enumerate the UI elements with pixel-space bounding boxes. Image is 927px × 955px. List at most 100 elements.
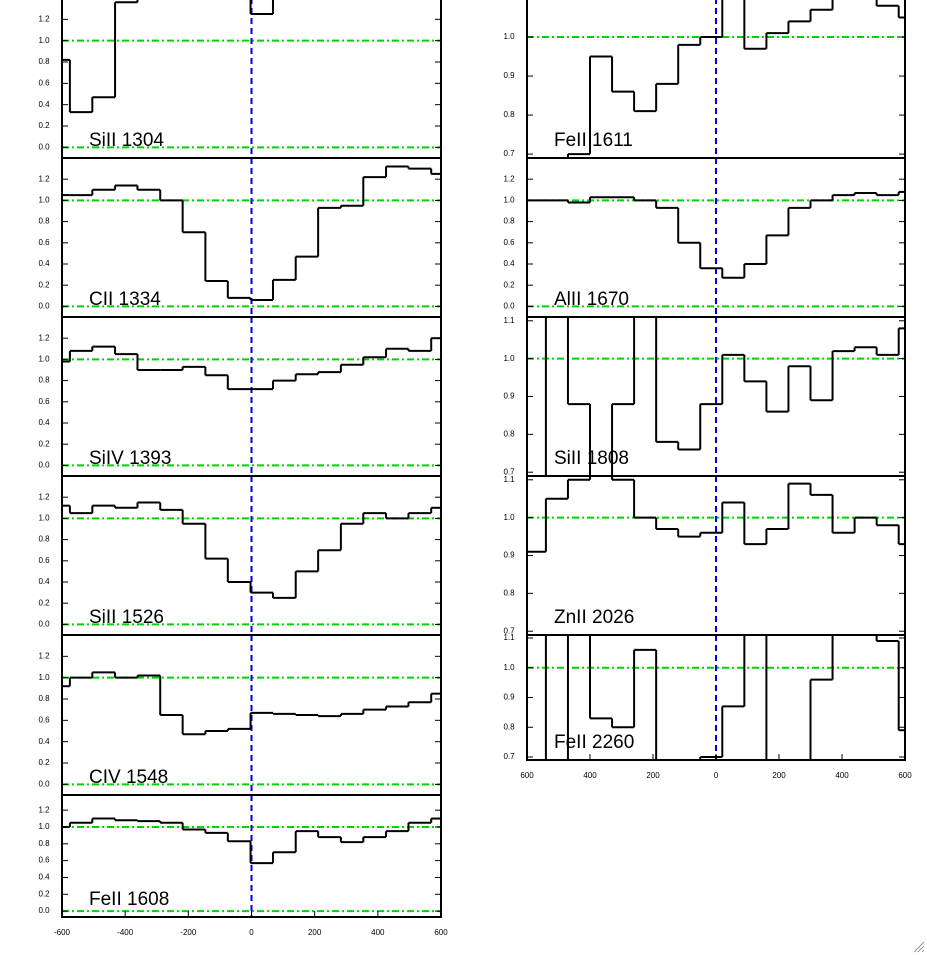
- y-tick-label: 1.0: [503, 32, 515, 41]
- y-tick-label: 1.1: [503, 0, 515, 2]
- x-tick-label: 0: [714, 771, 719, 780]
- line-label: SiII 1526: [89, 607, 164, 628]
- y-tick-label: 1.2: [38, 333, 50, 342]
- y-tick-label: 1.0: [38, 36, 50, 45]
- y-tick-label: 0.2: [503, 280, 515, 289]
- x-tick-label: -200: [180, 928, 197, 937]
- y-tick-label: 1.2: [38, 651, 50, 660]
- y-tick-label: 0.4: [38, 737, 50, 746]
- line-label: FeII 1611: [554, 130, 633, 151]
- panel: 0.0 0.2 0.4 0.6 0.8 1.0 1.2 -600 -400 -200 0 200 400…: [38, 794, 448, 937]
- y-tick-label: 0.9: [503, 693, 515, 702]
- plot-area: [527, 476, 905, 635]
- panel: 0.7 0.8 0.9 1.0 1.1 ZnII 2026: [503, 475, 906, 636]
- y-tick-label: 0.4: [38, 259, 50, 268]
- y-tick-label: 0.7: [503, 467, 515, 476]
- panel: 0.0 0.2 0.4 0.6 0.8 1.0 1.2 SiII 1304: [38, 0, 442, 159]
- y-tick-label: 0.0: [38, 620, 50, 629]
- x-tick-label: 400: [835, 771, 849, 780]
- plot-area: [527, 635, 905, 760]
- line-label: CII 1334: [89, 289, 161, 310]
- panel-frame: [61, 794, 442, 918]
- x-tick-label: 400: [583, 771, 597, 780]
- y-tick-label: 0.8: [38, 839, 50, 848]
- y-tick-label: 0.8: [38, 217, 50, 226]
- panel: 0.0 0.2 0.4 0.6 0.8 1.0 1.2 SiII 1526: [38, 475, 442, 636]
- y-tick-label: 0.9: [503, 551, 515, 560]
- y-tick-label: 0.8: [38, 376, 50, 385]
- y-tick-label: 0.4: [38, 577, 50, 586]
- line-label: FeII 2260: [554, 732, 634, 753]
- y-tick-label: 1.0: [38, 514, 50, 523]
- panel: 0.0 0.2 0.4 0.6 0.8 1.0 1.2 CII 1334: [38, 157, 442, 318]
- line-label: AlII 1670: [554, 289, 629, 310]
- y-tick-label: 1.2: [503, 174, 515, 183]
- y-tick-label: 0.8: [38, 57, 50, 66]
- plot-area: [62, 476, 441, 635]
- y-tick-label: 1.0: [503, 513, 515, 522]
- y-tick-label: 0.8: [38, 535, 50, 544]
- x-tick-label: 600: [520, 771, 534, 780]
- plot-area: [527, 0, 905, 158]
- y-tick-label: 0.8: [503, 588, 515, 597]
- y-tick-label: 0.2: [38, 439, 50, 448]
- y-tick-label: 0.2: [38, 121, 50, 130]
- y-tick-label: 0.6: [38, 715, 50, 724]
- y-tick-label: 0.4: [38, 418, 50, 427]
- x-tick-label: 200: [308, 928, 322, 937]
- x-tick-label: 200: [646, 771, 660, 780]
- y-tick-label: 0.2: [38, 280, 50, 289]
- y-tick-label: 1.2: [38, 14, 50, 23]
- line-label: FeII 1608: [89, 889, 169, 910]
- y-tick-label: 0.8: [503, 722, 515, 731]
- y-tick-label: 0.6: [38, 397, 50, 406]
- x-tick-label: 0: [249, 928, 254, 937]
- plot-area: [62, 0, 441, 158]
- y-tick-label: 0.0: [38, 461, 50, 470]
- x-tick-label: 400: [371, 928, 385, 937]
- line-label: CIV 1548: [89, 767, 168, 788]
- y-tick-label: 1.2: [38, 805, 50, 814]
- resize-grip: [913, 941, 925, 953]
- x-tick-label: -400: [117, 928, 134, 937]
- y-tick-label: 0.7: [503, 626, 515, 635]
- panel: 0.7 0.8 0.9 1.0 1.1 FeII 1611: [503, 0, 906, 159]
- y-tick-label: 0.0: [38, 302, 50, 311]
- y-tick-label: 0.6: [38, 78, 50, 87]
- y-tick-label: 0.6: [38, 238, 50, 247]
- y-tick-label: 0.8: [38, 694, 50, 703]
- plot-area: [62, 317, 441, 476]
- y-tick-label: 0.8: [503, 110, 515, 119]
- y-tick-label: 1.0: [38, 355, 50, 364]
- panel: 0.7 0.8 0.9 1.0 1.1 SiII 1808: [503, 316, 906, 477]
- y-tick-label: 0.6: [503, 238, 515, 247]
- plot-area: [62, 635, 441, 795]
- y-tick-label: 1.0: [38, 196, 50, 205]
- panel: 0.7 0.8 0.9 1.0 1.1 600 400 200 0 200 400 600 FeII 2…: [503, 633, 912, 780]
- y-tick-label: 0.4: [38, 100, 50, 109]
- y-tick-label: 0.9: [503, 71, 515, 80]
- line-label: SiII 1808: [554, 448, 629, 469]
- y-tick-label: 0.6: [38, 856, 50, 865]
- panel-frame: [526, 634, 906, 761]
- y-tick-label: 0.8: [503, 429, 515, 438]
- y-tick-label: 1.1: [503, 316, 515, 325]
- y-tick-label: 1.0: [503, 663, 515, 672]
- y-tick-label: 1.0: [38, 822, 50, 831]
- y-tick-label: 1.0: [503, 354, 515, 363]
- y-tick-label: 0.7: [503, 752, 515, 761]
- x-tick-label: -600: [54, 928, 71, 937]
- y-tick-label: 0.6: [38, 556, 50, 565]
- y-tick-label: 0.0: [38, 779, 50, 788]
- y-tick-label: 1.2: [38, 492, 50, 501]
- y-tick-label: 0.0: [38, 142, 50, 151]
- panel: 0.0 0.2 0.4 0.6 0.8 1.0 1.2 CIV 1548: [38, 634, 442, 796]
- x-tick-label: 200: [772, 771, 786, 780]
- y-tick-label: 1.1: [503, 475, 515, 484]
- y-tick-label: 1.2: [38, 174, 50, 183]
- y-tick-label: 0.8: [503, 217, 515, 226]
- y-tick-label: 0.2: [38, 598, 50, 607]
- plot-area: [62, 158, 441, 317]
- y-tick-label: 0.7: [503, 149, 515, 158]
